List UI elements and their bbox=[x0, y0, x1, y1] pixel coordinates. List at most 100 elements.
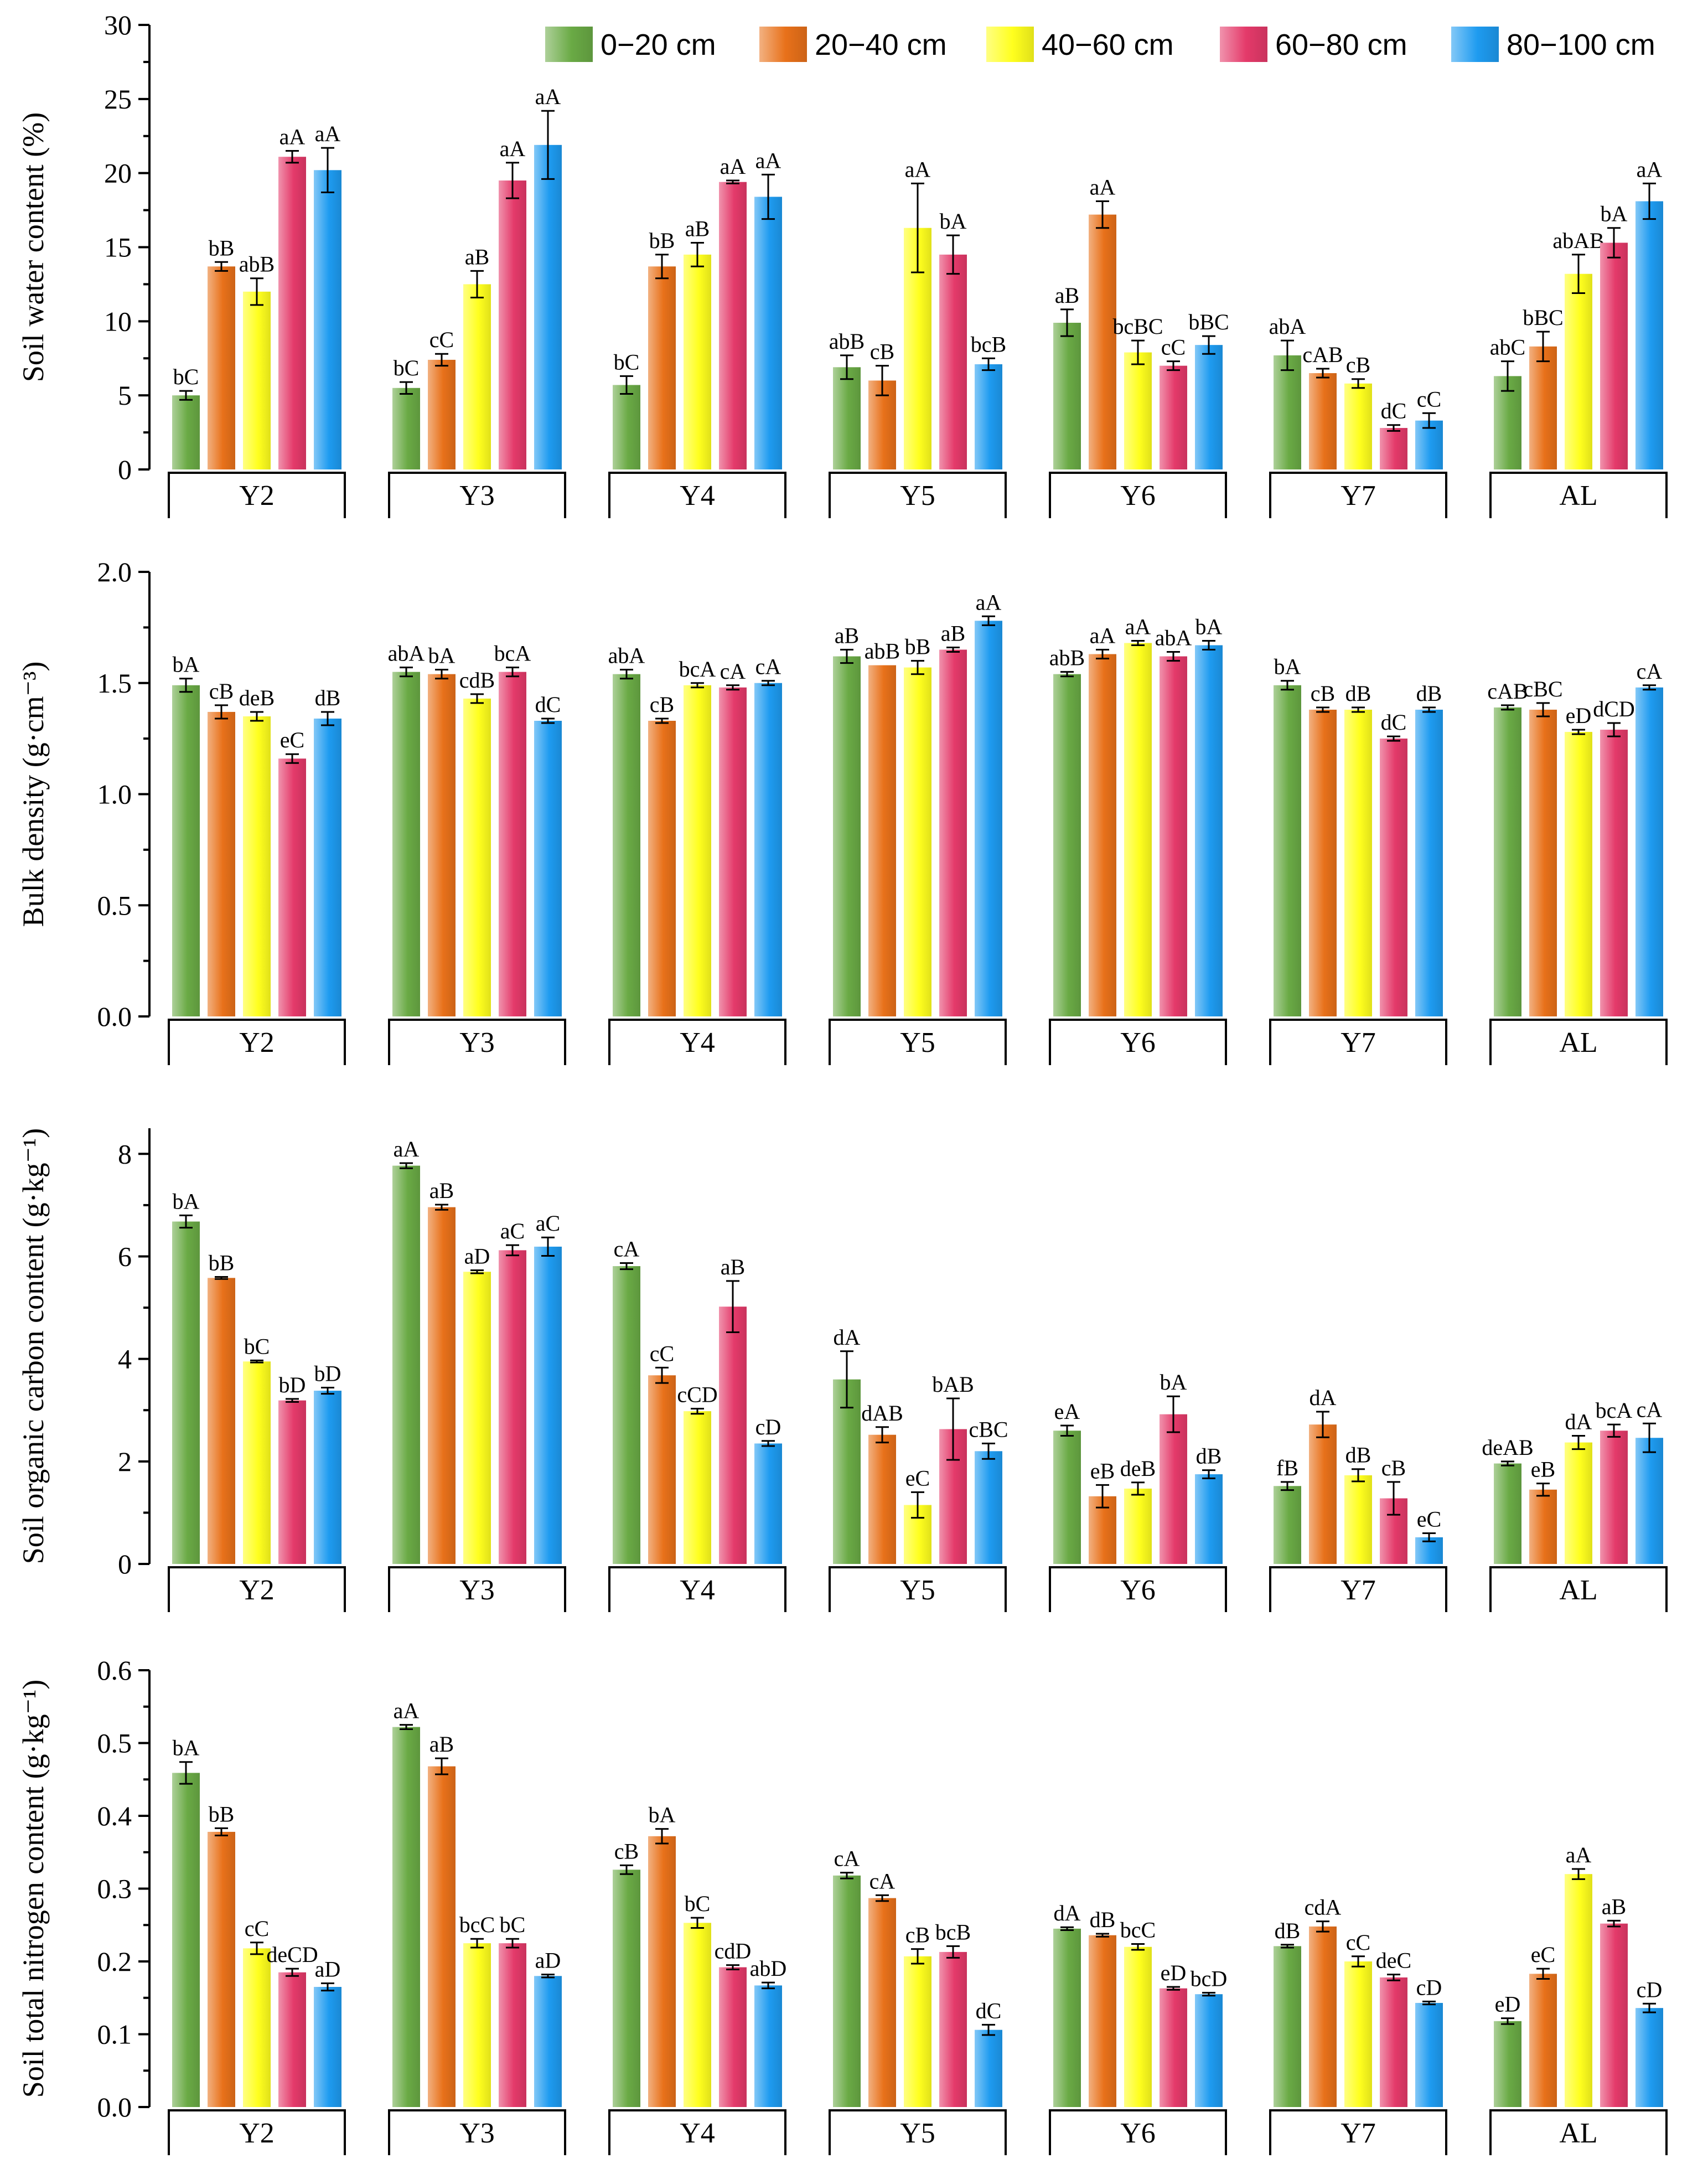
bar-y3-2 bbox=[428, 1207, 456, 1564]
group-label-al: AL bbox=[1559, 2118, 1597, 2149]
significance-label: bA bbox=[173, 1189, 200, 1214]
bar-y2-3 bbox=[243, 1948, 271, 2107]
legend-item-3: 40−60 cm bbox=[986, 27, 1174, 62]
significance-label: deB bbox=[1120, 1456, 1156, 1481]
significance-label: aA bbox=[315, 121, 341, 146]
significance-label: cB bbox=[870, 339, 894, 364]
significance-label: bB bbox=[905, 634, 931, 659]
bar-y5-5 bbox=[975, 364, 1002, 469]
significance-label: bA bbox=[428, 643, 456, 668]
bar-y6-1 bbox=[1053, 674, 1081, 1016]
bar-y3-4 bbox=[499, 180, 526, 469]
significance-label: bcA bbox=[679, 657, 716, 681]
significance-label: cD bbox=[755, 1414, 781, 1439]
bar-y7-2 bbox=[1309, 373, 1337, 469]
significance-label: aB bbox=[1055, 283, 1079, 308]
y-tick-label: 0.4 bbox=[97, 1800, 132, 1831]
group-bracket bbox=[829, 472, 1007, 518]
group-label-y7: Y7 bbox=[1340, 480, 1376, 512]
legend-item-2: 20−40 cm bbox=[759, 27, 947, 62]
group-bracket bbox=[829, 2109, 1007, 2155]
significance-label: cdA bbox=[1305, 1895, 1342, 1920]
significance-label: bB bbox=[209, 1251, 235, 1276]
y-axis-title: Bulk density (g·cm⁻³) bbox=[17, 662, 50, 927]
significance-label: eD bbox=[1161, 1960, 1187, 1985]
bar-y5-5 bbox=[975, 2030, 1002, 2107]
bar-y2-1 bbox=[172, 1221, 200, 1564]
legend-label: 0−20 cm bbox=[601, 28, 716, 61]
group-label-y6: Y6 bbox=[1120, 2118, 1156, 2149]
significance-label: dCD bbox=[1593, 696, 1635, 721]
bar-y2-5 bbox=[314, 1391, 341, 1564]
y-tick-label: 0.0 bbox=[97, 2092, 132, 2123]
significance-label: bcC bbox=[1120, 1917, 1156, 1942]
bar-y2-2 bbox=[208, 1831, 235, 2107]
significance-label: aB bbox=[685, 216, 710, 241]
significance-label: abB bbox=[829, 329, 865, 354]
bar-y2-5 bbox=[314, 1987, 341, 2107]
significance-label: bcB bbox=[935, 1919, 971, 1944]
bar-y7-4 bbox=[1380, 428, 1407, 469]
bar-y5-3 bbox=[904, 1956, 931, 2107]
significance-label: bC bbox=[685, 1891, 711, 1916]
significance-label: abB bbox=[1049, 646, 1085, 670]
significance-label: cA bbox=[614, 1237, 640, 1262]
group-bracket bbox=[1489, 472, 1668, 518]
group-label-y4: Y4 bbox=[680, 2118, 715, 2149]
bar-al-3 bbox=[1565, 1442, 1592, 1564]
significance-label: aA bbox=[1125, 614, 1151, 639]
bar-y7-5 bbox=[1415, 2002, 1443, 2107]
significance-label: eB bbox=[1531, 1457, 1555, 1482]
significance-label: bcA bbox=[494, 641, 531, 666]
significance-label: cAB bbox=[1487, 679, 1528, 704]
significance-label: aA bbox=[905, 157, 931, 182]
bar-y3-2 bbox=[428, 359, 456, 469]
bar-al-2 bbox=[1529, 1489, 1557, 1564]
bar-y3-5 bbox=[534, 1976, 562, 2107]
y-tick-label: 0.5 bbox=[97, 890, 132, 921]
significance-label: dB bbox=[1416, 681, 1442, 706]
y-tick-label: 15 bbox=[104, 232, 132, 263]
group-label-y2: Y2 bbox=[239, 2118, 275, 2149]
bar-y4-5 bbox=[754, 1443, 782, 1564]
bar-y2-4 bbox=[278, 1972, 306, 2107]
bar-y5-4 bbox=[939, 254, 967, 469]
bar-y6-2 bbox=[1089, 654, 1116, 1016]
significance-label: cdD bbox=[715, 1939, 752, 1964]
significance-label: bC bbox=[500, 1912, 526, 1937]
significance-label: bA bbox=[940, 209, 967, 234]
significance-label: aC bbox=[536, 1211, 560, 1236]
group-label-y4: Y4 bbox=[680, 480, 715, 512]
group-label-y3: Y3 bbox=[459, 1574, 495, 1606]
group-bracket bbox=[168, 2109, 346, 2155]
significance-label: bA bbox=[649, 1803, 676, 1827]
group-label-y2: Y2 bbox=[239, 1027, 275, 1058]
group-label-y5: Y5 bbox=[900, 2118, 935, 2149]
significance-label: abB bbox=[239, 252, 275, 277]
significance-label: dB bbox=[1345, 1443, 1371, 1468]
bar-y7-3 bbox=[1344, 1475, 1372, 1564]
bar-y6-5 bbox=[1195, 1474, 1223, 1564]
bar-al-1 bbox=[1494, 1463, 1521, 1564]
bar-y3-5 bbox=[534, 1246, 562, 1564]
significance-label: deB bbox=[239, 685, 275, 710]
bar-al-5 bbox=[1635, 2008, 1663, 2107]
significance-label: eC bbox=[1417, 1506, 1441, 1531]
chart-panel-2: 0.0 0.5 1.0 1.5 2.0 Bulk density (g·cm⁻³) Y2 Y3… bbox=[17, 556, 1668, 1065]
bar-y6-1 bbox=[1053, 323, 1081, 469]
group-bracket bbox=[388, 2109, 566, 2155]
bar-y4-1 bbox=[613, 1266, 640, 1564]
significance-label: aA bbox=[720, 154, 746, 179]
bar-y6-5 bbox=[1195, 345, 1223, 469]
significance-label: aD bbox=[464, 1243, 490, 1268]
significance-label: cD bbox=[1416, 1975, 1442, 2000]
bar-y2-3 bbox=[243, 291, 271, 469]
legend-swatch bbox=[759, 27, 807, 62]
bar-y4-1 bbox=[613, 674, 640, 1016]
bar-y7-1 bbox=[1274, 355, 1301, 469]
group-label-y4: Y4 bbox=[680, 1574, 715, 1606]
group-bracket bbox=[1269, 1019, 1447, 1065]
bar-y2-2 bbox=[208, 1278, 235, 1564]
significance-label: bD bbox=[314, 1361, 341, 1386]
bar-y5-1 bbox=[833, 656, 861, 1016]
